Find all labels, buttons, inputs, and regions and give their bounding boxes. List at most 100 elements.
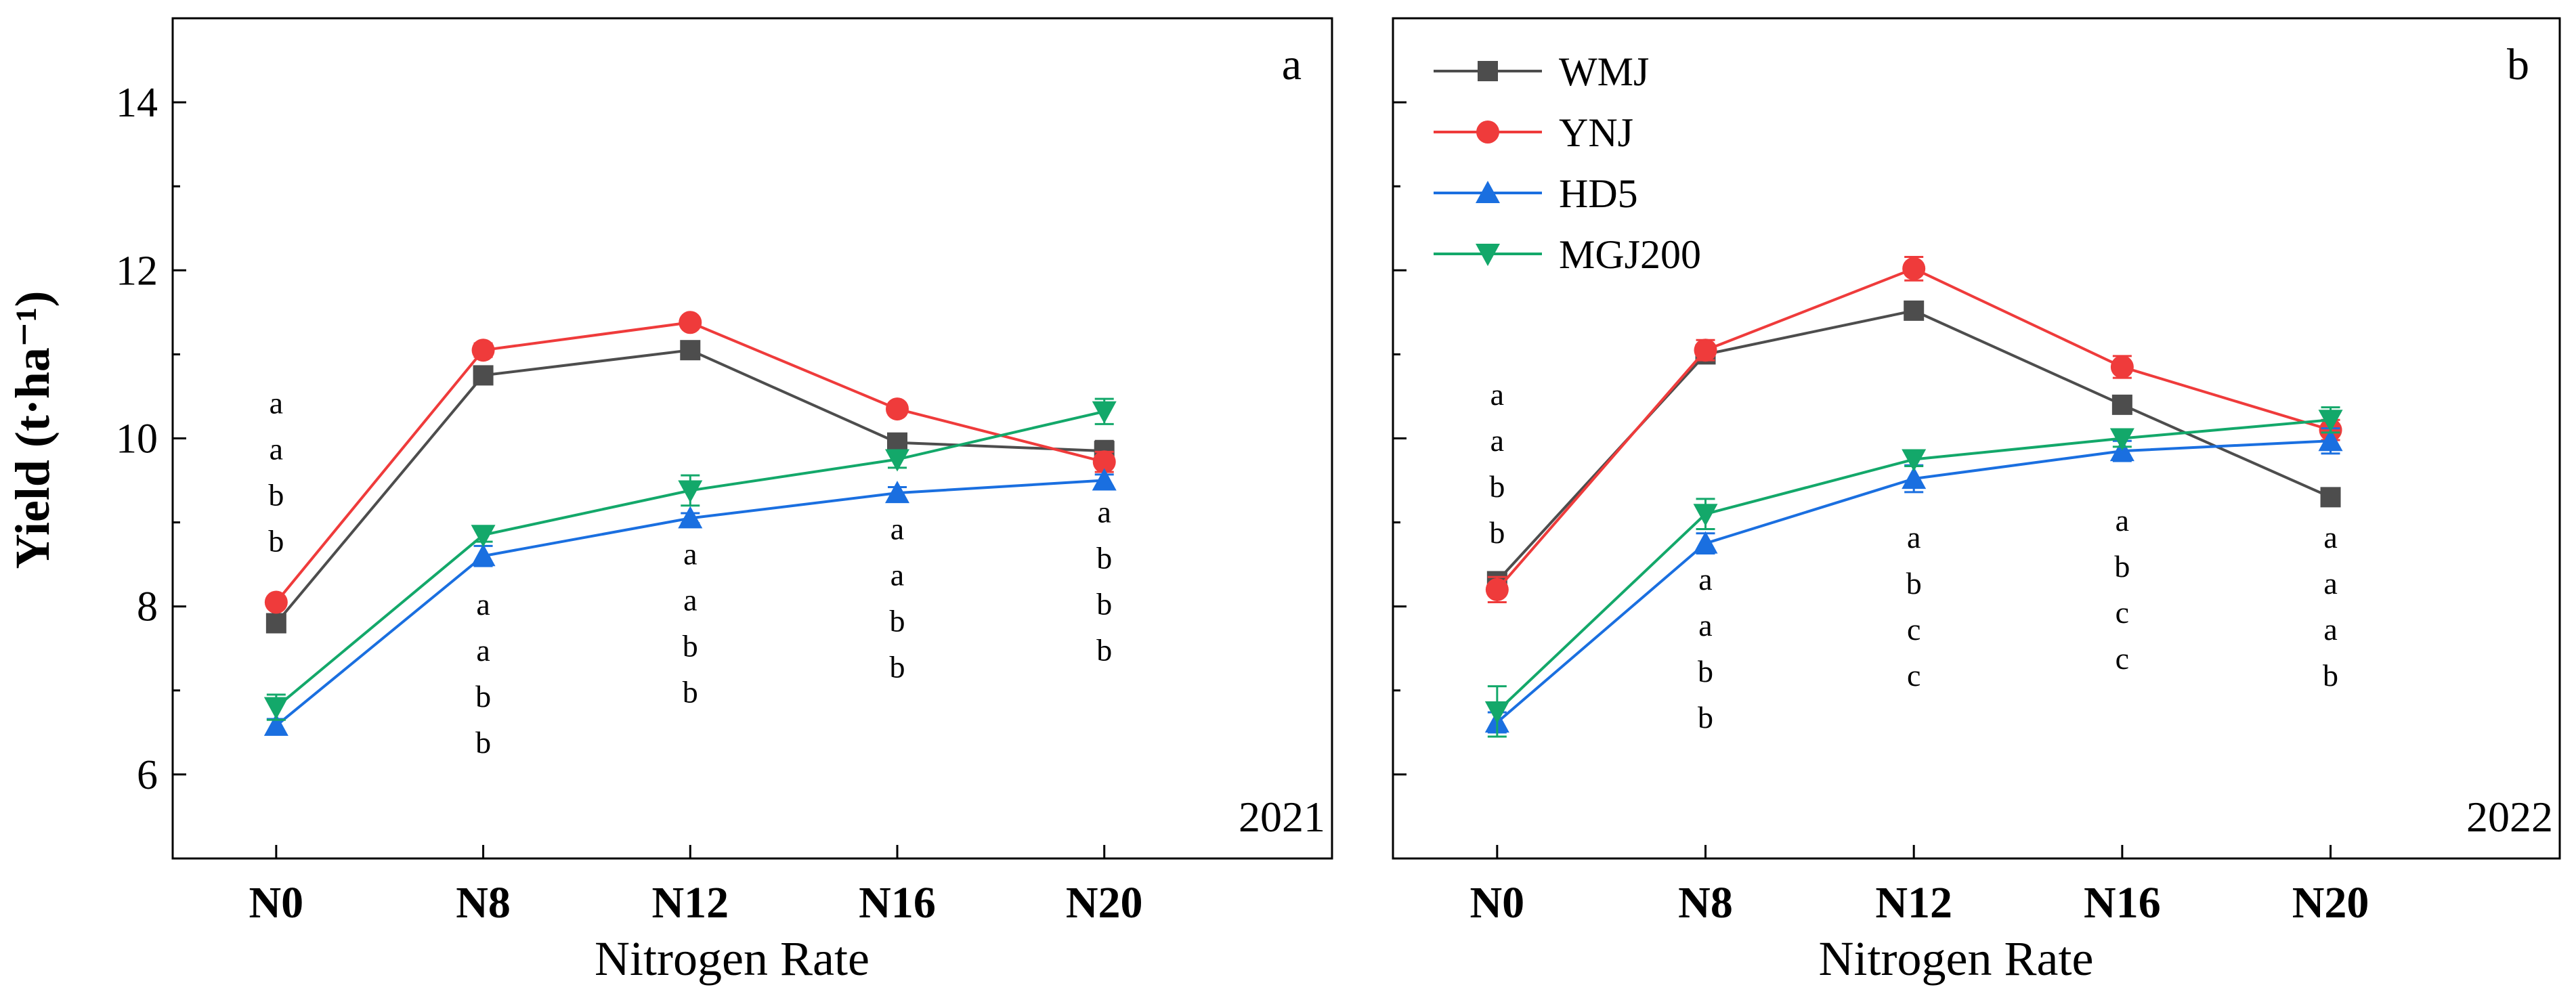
panel-b-significance-letter: a (2323, 612, 2337, 647)
panel-a-significance-letter: a (476, 633, 490, 668)
panel-b-significance-letter: b (2323, 658, 2338, 693)
panel-b-point-mgj200 (2318, 410, 2343, 433)
panel-a-xtick-label: N8 (456, 878, 511, 928)
panel-a-significance-letter: a (1098, 495, 1111, 529)
panel-b-xtick-label: N16 (2084, 878, 2161, 928)
panel-b-point-mgj200 (1902, 449, 1927, 472)
panel-a-point-mgj200 (678, 480, 703, 503)
panel-b-point-ynj (1694, 339, 1717, 362)
panel-b-xtick-label: N0 (1470, 878, 1525, 928)
panel-b-significance-letter: a (1698, 608, 1712, 642)
panel-b-xtick-label: N8 (1678, 878, 1733, 928)
panel-a-point-hd5 (885, 481, 909, 504)
panel-a-ytick-label: 8 (137, 584, 158, 630)
panel-b-year-label: 2022 (2466, 793, 2553, 841)
panel-a-xtick-label: N0 (249, 878, 304, 928)
panel-a-point-mgj200 (263, 697, 288, 720)
panel-a-point-mgj200 (885, 449, 909, 472)
panel-a-significance-letter: a (270, 431, 283, 466)
y-axis-title: Yield (t·ha⁻¹) (5, 291, 60, 569)
panel-b-legend-label: HD5 (1559, 171, 1638, 216)
panel-b-significance-letter: a (1907, 520, 1920, 554)
panel-b-significance-letter: b (2114, 549, 2130, 584)
panel-b-significance-letter: b (1698, 700, 1713, 735)
panel-a-significance-letter: a (270, 385, 283, 420)
panel-a-point-mgj200 (1092, 401, 1117, 424)
panel-a-significance-letter: b (268, 523, 284, 558)
panel-a-point-ynj (1092, 450, 1116, 474)
panel-a-xtick-label: N20 (1066, 878, 1143, 928)
panel-a-panel-label: a (1282, 40, 1302, 89)
panel-b-significance-letter: a (1490, 423, 1504, 458)
panel-a-frame (171, 17, 1333, 860)
panel-a-significance-letter: b (1096, 587, 1112, 622)
panel-b-significance-letter: c (1907, 612, 1920, 647)
panel-b-significance-letter: c (1907, 658, 1920, 693)
panel-b-significance-letter: c (2116, 595, 2129, 630)
panel-b-point-mgj200 (2109, 428, 2134, 451)
panel-a-point-wmj (473, 365, 494, 386)
panel-a-ytick-label: 12 (116, 248, 158, 294)
panel-b-significance-letter: b (1489, 515, 1505, 550)
panel-a-point-wmj (265, 613, 286, 634)
panel-a-xtick-label: N12 (651, 878, 729, 928)
panel-a-point-hd5 (678, 506, 703, 529)
panel-a-significance-letter: b (1096, 633, 1112, 668)
panel-a-point-hd5 (471, 544, 496, 567)
panel-b-point-hd5 (1693, 531, 1718, 554)
panel-a-point-mgj200 (471, 525, 496, 548)
panel-b-legend-marker-wmj (1478, 61, 1498, 81)
panel-a-point-hd5 (263, 713, 288, 736)
panel-b-point-wmj (2111, 394, 2132, 415)
panel-a-point-ynj (679, 311, 702, 334)
panel-b-xtick-label: N20 (2292, 878, 2369, 928)
panel-a-significance-letter: a (890, 511, 904, 546)
panel-b-significance-letter: a (1490, 377, 1504, 412)
panel-a-ytick-label: 6 (137, 752, 158, 798)
panel-b-point-ynj (1485, 578, 1509, 601)
panel-b-point-hd5 (2318, 429, 2343, 452)
panel-a-significance-letter: b (475, 725, 491, 760)
panel-a-ytick-label: 10 (116, 416, 158, 462)
panel-b-legend-marker-mgj200 (1476, 244, 1500, 266)
panel-b-point-mgj200 (1693, 504, 1718, 527)
panel-a-ytick-label: 14 (116, 80, 158, 126)
panel-b-point-wmj (1904, 300, 1925, 321)
panel-b-significance-letter: a (2323, 566, 2337, 601)
panel-a-point-ynj (886, 397, 909, 421)
panel-a-point-hd5 (1092, 468, 1117, 491)
panel-b-significance-letter: a (2323, 520, 2337, 554)
panel-a-significance-letter: b (683, 675, 698, 710)
panel-a-point-ynj (264, 590, 288, 614)
panel-a-significance-letter: a (890, 557, 904, 592)
panel-b-point-ynj (1902, 257, 1926, 280)
panel-b-significance-letter: b (1698, 654, 1713, 689)
panel-a-significance-letter: b (268, 477, 284, 512)
panel-b-legend-label: YNJ (1559, 110, 1633, 155)
panel-b-significance-letter: a (2116, 503, 2129, 538)
panel-b-significance-letter: c (2116, 641, 2129, 676)
panel-a-x-axis-title: Nitrogen Rate (595, 932, 870, 986)
panel-a-point-ynj (471, 339, 495, 362)
panel-a-year-label: 2021 (1239, 793, 1325, 841)
panel-b-panel-label: b (2507, 40, 2529, 89)
panel-b-legend-marker-ynj (1476, 121, 1499, 144)
panel-a-significance-letter: b (890, 649, 905, 684)
panel-b-legend-label: MGJ200 (1559, 232, 1701, 277)
panel-b-significance-letter: a (1698, 562, 1712, 596)
panel-b-significance-letter: b (1489, 469, 1505, 504)
panel-b-significance-letter: b (1906, 566, 1922, 601)
panel-b-legend-label: WMJ (1559, 49, 1649, 94)
panel-a-point-wmj (680, 340, 701, 361)
panel-b-x-axis-title: Nitrogen Rate (1819, 932, 2094, 986)
panel-a-xtick-label: N16 (859, 878, 936, 928)
panel-b-point-ynj (2110, 355, 2134, 379)
panel-a-significance-letter: b (890, 603, 905, 638)
panel-b-point-mgj200 (1484, 701, 1509, 724)
panel-b-xtick-label: N12 (1875, 878, 1952, 928)
panel-a-significance-letter: a (476, 587, 490, 622)
panel-b-point-hd5 (1902, 466, 1927, 489)
